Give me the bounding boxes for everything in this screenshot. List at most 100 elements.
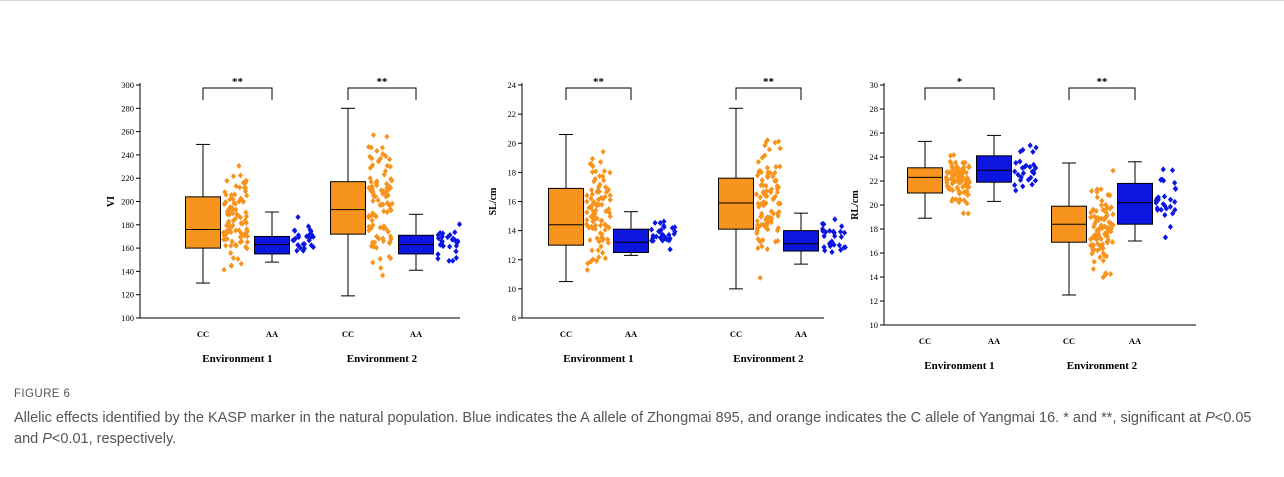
data-point-AA xyxy=(838,233,844,240)
data-point-CC xyxy=(766,214,772,221)
data-point-CC xyxy=(592,215,598,222)
box-AA xyxy=(1117,182,1153,225)
data-point-AA xyxy=(1173,185,1179,192)
data-point-CC xyxy=(603,189,610,196)
data-point-CC xyxy=(764,188,770,195)
data-point-AA xyxy=(292,227,298,234)
data-point-AA xyxy=(306,237,312,244)
y-tick-label: 10 xyxy=(508,284,517,294)
data-point-AA xyxy=(290,237,296,244)
data-point-CC xyxy=(384,185,390,192)
figure-label: FIGURE 6 xyxy=(14,388,71,400)
data-point-CC xyxy=(601,168,608,175)
data-point-AA xyxy=(1158,206,1164,213)
data-point-CC xyxy=(760,221,767,228)
data-point-CC xyxy=(947,186,953,193)
data-point-AA xyxy=(1161,193,1168,200)
environment-label: Environment 1 xyxy=(563,353,633,365)
data-point-CC xyxy=(1097,234,1103,241)
data-point-AA xyxy=(447,243,453,250)
data-point-CC xyxy=(768,208,774,215)
data-point-AA xyxy=(1169,167,1176,174)
y-tick-label: 24 xyxy=(508,80,517,90)
data-point-AA xyxy=(450,257,456,264)
data-point-AA xyxy=(671,230,677,237)
data-point-CC xyxy=(224,177,230,184)
data-point-AA xyxy=(1015,171,1021,178)
data-point-CC xyxy=(388,235,394,242)
data-point-CC xyxy=(366,223,372,230)
data-point-CC xyxy=(767,169,773,176)
data-point-CC xyxy=(1097,254,1103,261)
data-point-CC xyxy=(1103,271,1109,278)
data-point-AA xyxy=(827,240,833,247)
data-point-CC xyxy=(775,212,781,219)
data-point-AA xyxy=(1160,200,1166,207)
data-point-CC xyxy=(1098,186,1104,193)
data-point-CC xyxy=(377,255,383,262)
data-point-AA xyxy=(1025,176,1032,183)
data-point-CC xyxy=(757,238,764,245)
data-point-CC xyxy=(380,151,386,158)
data-point-CC xyxy=(1088,242,1094,249)
data-point-CC xyxy=(377,224,383,231)
data-point-AA xyxy=(437,241,443,248)
data-point-CC xyxy=(774,189,781,196)
data-point-CC xyxy=(765,218,771,225)
data-point-CC xyxy=(388,175,394,182)
data-point-AA xyxy=(440,243,446,250)
data-point-CC xyxy=(226,218,232,225)
data-point-CC xyxy=(950,174,956,181)
data-point-CC xyxy=(591,198,597,205)
data-point-CC xyxy=(597,222,604,229)
data-point-AA xyxy=(652,219,658,226)
data-point-CC xyxy=(765,169,771,176)
data-point-CC xyxy=(592,176,598,183)
data-point-CC xyxy=(383,153,389,160)
data-point-AA xyxy=(453,254,459,261)
data-point-CC xyxy=(589,202,595,209)
significance-mark: ** xyxy=(593,76,605,88)
data-point-AA xyxy=(1013,187,1019,194)
data-point-AA xyxy=(1017,176,1024,183)
data-point-AA xyxy=(1012,168,1018,175)
data-point-CC xyxy=(594,235,600,242)
data-point-AA xyxy=(1167,223,1174,230)
data-point-CC xyxy=(367,164,373,171)
data-point-CC xyxy=(598,243,604,250)
data-point-CC xyxy=(1110,167,1116,174)
figure-caption-text: Allelic effects identified by the KASP m… xyxy=(14,408,1254,450)
box-CC xyxy=(718,177,754,230)
data-point-AA xyxy=(300,241,306,248)
data-point-CC xyxy=(1106,219,1112,226)
data-point-CC xyxy=(593,207,599,214)
data-point-CC xyxy=(768,219,774,226)
y-tick-label: 140 xyxy=(121,266,134,276)
data-point-CC xyxy=(959,170,965,177)
data-point-AA xyxy=(838,246,844,253)
y-tick-label: 12 xyxy=(870,296,879,306)
data-point-AA xyxy=(841,244,847,251)
y-tick-label: 20 xyxy=(508,138,517,148)
box-AA xyxy=(254,235,290,255)
data-point-CC xyxy=(966,163,972,170)
data-point-AA xyxy=(447,232,453,239)
data-point-CC xyxy=(1100,257,1106,264)
data-point-AA xyxy=(445,234,451,241)
data-point-CC xyxy=(600,148,606,155)
data-point-AA xyxy=(1172,206,1178,213)
data-point-CC xyxy=(944,169,951,176)
data-point-CC xyxy=(373,244,380,251)
data-point-CC xyxy=(1088,214,1094,221)
data-point-CC xyxy=(770,173,776,180)
data-point-AA xyxy=(658,227,664,234)
data-point-CC xyxy=(380,238,386,245)
data-point-CC xyxy=(774,227,781,234)
data-point-CC xyxy=(952,178,958,185)
y-tick-label: 8 xyxy=(512,313,516,323)
data-point-CC xyxy=(963,177,969,184)
data-point-CC xyxy=(223,242,229,249)
data-point-CC xyxy=(768,186,775,193)
box-AA xyxy=(976,155,1012,183)
